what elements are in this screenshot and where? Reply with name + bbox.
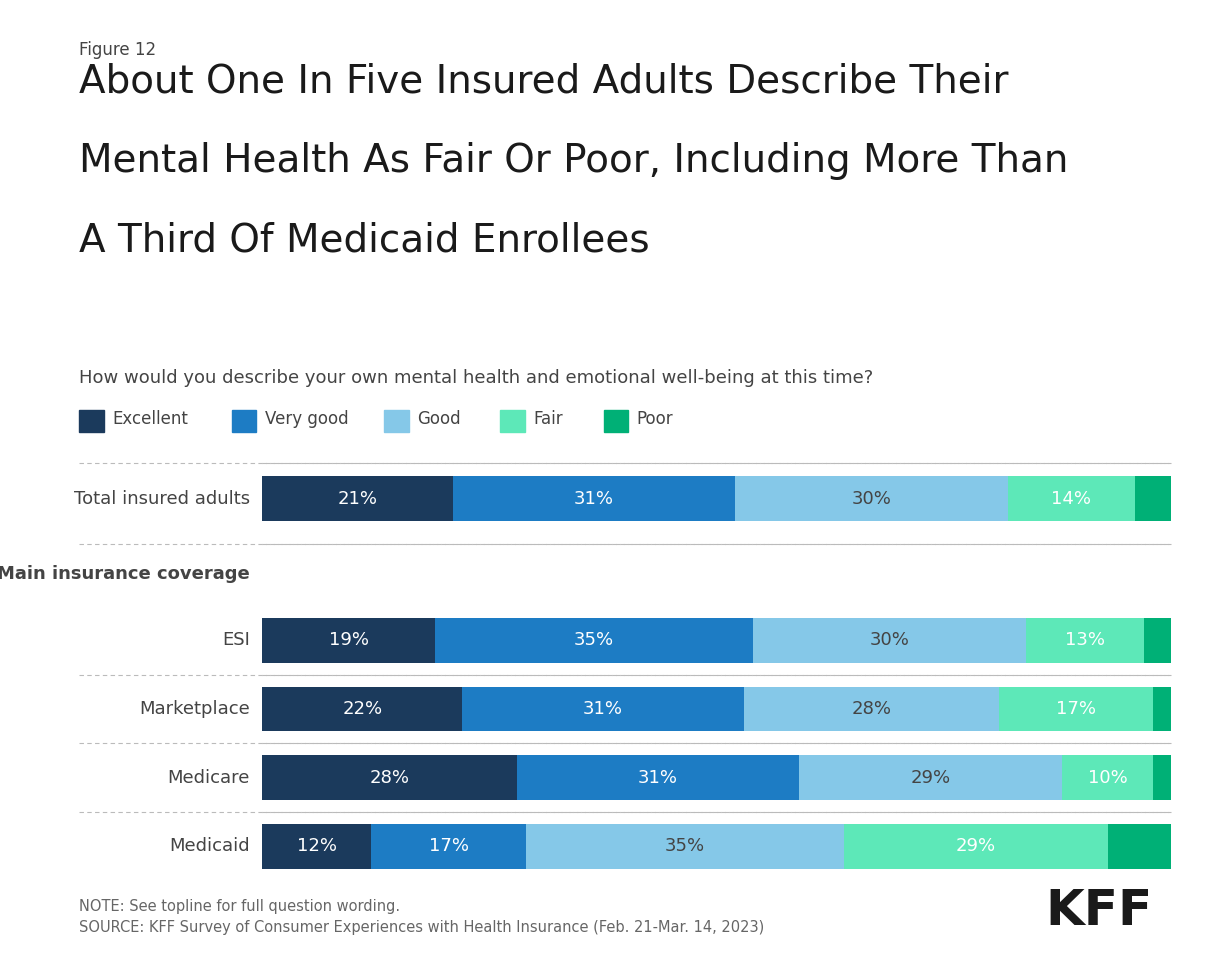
Text: 17%: 17% — [428, 838, 468, 855]
Bar — [744, 686, 998, 731]
Bar — [436, 618, 753, 663]
Text: 19%: 19% — [328, 632, 368, 649]
Bar — [799, 755, 1063, 800]
Bar — [262, 476, 453, 521]
Bar — [262, 824, 371, 869]
Text: 10%: 10% — [1088, 769, 1127, 786]
Bar — [1063, 755, 1153, 800]
Text: 31%: 31% — [583, 700, 623, 718]
Text: 31%: 31% — [638, 769, 677, 786]
Text: Good: Good — [417, 410, 461, 428]
Text: Total insured adults: Total insured adults — [74, 490, 250, 507]
Text: How would you describe your own mental health and emotional well-being at this t: How would you describe your own mental h… — [79, 369, 874, 388]
Bar — [753, 618, 1026, 663]
Text: 28%: 28% — [370, 769, 410, 786]
Bar — [262, 755, 517, 800]
Bar — [1108, 824, 1171, 869]
Text: 28%: 28% — [852, 700, 892, 718]
Bar — [844, 824, 1108, 869]
Text: 13%: 13% — [1065, 632, 1105, 649]
Text: Main insurance coverage: Main insurance coverage — [0, 565, 250, 583]
Bar — [1153, 686, 1171, 731]
Bar — [998, 686, 1153, 731]
Text: 35%: 35% — [665, 838, 705, 855]
Text: ESI: ESI — [222, 632, 250, 649]
Bar — [262, 618, 436, 663]
Bar — [734, 476, 1008, 521]
Text: 12%: 12% — [296, 838, 337, 855]
Bar — [1026, 618, 1144, 663]
Bar — [517, 755, 799, 800]
Text: Poor: Poor — [637, 410, 673, 428]
Bar — [526, 824, 844, 869]
Text: Medicare: Medicare — [167, 769, 250, 786]
Bar — [371, 824, 526, 869]
Text: 31%: 31% — [575, 490, 614, 507]
Text: Mental Health As Fair Or Poor, Including More Than: Mental Health As Fair Or Poor, Including… — [79, 142, 1069, 180]
Text: Figure 12: Figure 12 — [79, 41, 156, 59]
Text: KFF: KFF — [1046, 887, 1153, 935]
Text: 21%: 21% — [338, 490, 378, 507]
Text: 30%: 30% — [870, 632, 909, 649]
Bar — [1008, 476, 1135, 521]
Text: 22%: 22% — [343, 700, 382, 718]
Text: Marketplace: Marketplace — [139, 700, 250, 718]
Bar — [1135, 476, 1171, 521]
Text: SOURCE: KFF Survey of Consumer Experiences with Health Insurance (Feb. 21-Mar. 1: SOURCE: KFF Survey of Consumer Experienc… — [79, 920, 765, 935]
Text: A Third Of Medicaid Enrollees: A Third Of Medicaid Enrollees — [79, 222, 650, 260]
Text: Excellent: Excellent — [112, 410, 188, 428]
Text: Medicaid: Medicaid — [170, 838, 250, 855]
Bar — [1144, 618, 1171, 663]
Text: 29%: 29% — [910, 769, 950, 786]
Text: 17%: 17% — [1055, 700, 1096, 718]
Text: 14%: 14% — [1052, 490, 1091, 507]
Bar — [1153, 755, 1171, 800]
Bar — [462, 686, 744, 731]
Text: Very good: Very good — [265, 410, 349, 428]
Text: 29%: 29% — [955, 838, 996, 855]
Bar — [262, 686, 462, 731]
Text: About One In Five Insured Adults Describe Their: About One In Five Insured Adults Describ… — [79, 62, 1009, 100]
Bar — [453, 476, 734, 521]
Text: 30%: 30% — [852, 490, 891, 507]
Text: NOTE: See topline for full question wording.: NOTE: See topline for full question word… — [79, 899, 400, 914]
Text: Fair: Fair — [533, 410, 562, 428]
Text: 35%: 35% — [573, 632, 614, 649]
